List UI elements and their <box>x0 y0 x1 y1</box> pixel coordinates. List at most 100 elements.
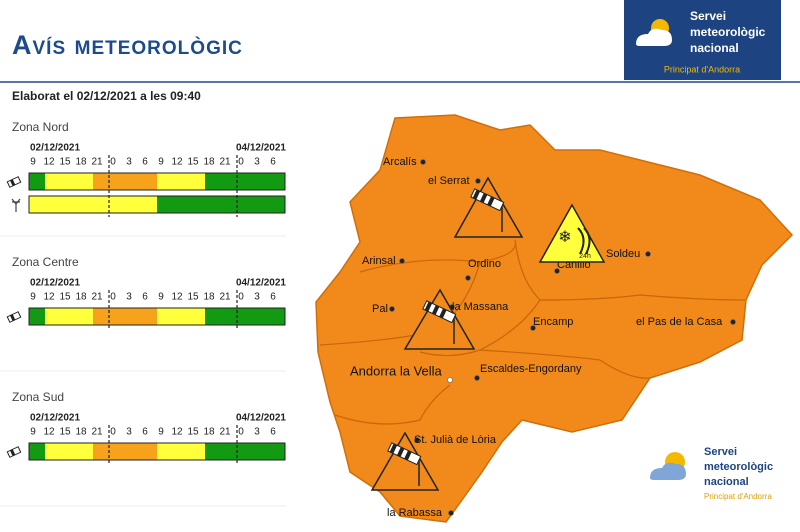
zone-name: Zona Sud <box>12 390 64 404</box>
warning-segment <box>45 173 93 190</box>
warning-icons: ❄ 24h <box>370 176 606 491</box>
warning-segment <box>157 196 285 213</box>
place-dot <box>475 178 481 184</box>
windsock-stripe <box>396 447 405 457</box>
zone-date: 04/12/2021 <box>236 413 286 424</box>
hour-label: 6 <box>270 427 276 438</box>
windsock-stripe <box>424 301 433 312</box>
hour-label: 15 <box>59 292 71 303</box>
logo-text: Servei <box>704 446 737 458</box>
hour-label: 0 <box>110 157 116 168</box>
warning-segment <box>157 443 205 460</box>
hour-label: 12 <box>171 157 183 168</box>
place-dot <box>389 306 395 312</box>
windsock-stripe <box>431 305 440 315</box>
hour-label: 15 <box>59 427 71 438</box>
zone-name: Zona Centre <box>12 255 79 269</box>
logo-region: Principat d'Andorra <box>664 64 740 74</box>
warning-segment <box>157 173 205 190</box>
place-name: el Serrat <box>428 175 470 187</box>
warning-segment <box>93 443 157 460</box>
place-dot <box>730 319 736 325</box>
warning-segment <box>205 173 285 190</box>
place-dot <box>465 275 471 281</box>
windsock-body <box>387 442 422 466</box>
hour-label: 21 <box>91 292 103 303</box>
zone-date: 02/12/2021 <box>30 413 80 424</box>
timeline-bar <box>28 195 286 214</box>
windsock-stripe <box>10 179 16 186</box>
zone-name: Zona Nord <box>12 120 69 134</box>
hour-label: 9 <box>30 157 36 168</box>
hour-label: 15 <box>187 427 199 438</box>
warning-segment <box>93 308 157 325</box>
zone-date: 02/12/2021 <box>30 143 80 154</box>
hour-label: 6 <box>270 157 276 168</box>
hour-label: 15 <box>187 292 199 303</box>
place-dot <box>447 377 453 383</box>
warning-segment <box>29 173 45 190</box>
windsock-body <box>470 188 505 212</box>
windsock-icon <box>422 300 457 344</box>
warning-segment <box>29 308 45 325</box>
windsock-stripe <box>472 189 481 200</box>
issued: Elaborat el 02/12/2021 a les 09:40 <box>12 89 201 103</box>
windsock-icon <box>6 311 22 323</box>
hour-label: 9 <box>158 427 164 438</box>
hour-label: 12 <box>171 292 183 303</box>
hour-label: 6 <box>142 157 148 168</box>
place-name: la Rabassa <box>387 507 443 519</box>
hour-label: 15 <box>59 157 71 168</box>
timeline-bar <box>28 307 286 326</box>
logo-region: Principat d'Andorra <box>704 492 772 501</box>
hour-label: 18 <box>203 157 215 168</box>
windsock-body <box>422 300 457 324</box>
zone-date: 04/12/2021 <box>236 143 286 154</box>
windsock <box>422 300 457 324</box>
hour-label: 21 <box>219 427 231 438</box>
hour-label: 3 <box>126 157 132 168</box>
hour-label: 18 <box>203 427 215 438</box>
hour-label: 0 <box>110 427 116 438</box>
warning-segment <box>45 308 93 325</box>
hour-label: 21 <box>91 157 103 168</box>
hour-label: 6 <box>142 427 148 438</box>
hour-label: 6 <box>270 292 276 303</box>
place-name: la Massana <box>452 301 509 313</box>
place-name: el Pas de la Casa <box>636 316 723 328</box>
warning-icon <box>370 431 440 491</box>
windsock-stripe <box>439 308 447 319</box>
logo-text: meteorològic <box>704 461 773 473</box>
snow-icon-label: 24h <box>579 253 591 260</box>
place-dot <box>399 258 405 264</box>
logo-sun <box>636 19 672 46</box>
hour-label: 9 <box>158 157 164 168</box>
place-dot <box>554 268 560 274</box>
hour-label: 0 <box>110 292 116 303</box>
hour-label: 0 <box>238 427 244 438</box>
country-shape <box>315 114 794 523</box>
windsock-stripe <box>10 449 16 456</box>
windsock-icon <box>470 188 505 232</box>
warning-segment <box>157 308 205 325</box>
hour-label: 12 <box>43 427 55 438</box>
place-name: Arcalís <box>383 156 417 168</box>
zone-date: 02/12/2021 <box>30 278 80 289</box>
hour-label: 6 <box>142 292 148 303</box>
hour-label: 9 <box>158 292 164 303</box>
hour-label: 21 <box>219 292 231 303</box>
windsock-stripe <box>404 450 412 461</box>
windsock-icon <box>387 442 422 486</box>
zone-date: 04/12/2021 <box>236 278 286 289</box>
hour-label: 9 <box>30 292 36 303</box>
warning-segment <box>205 443 285 460</box>
logo-text: nacional <box>704 476 749 488</box>
timeline-bar <box>28 442 286 461</box>
page-title: Avís meteorològic <box>12 30 243 60</box>
warning-segment <box>29 443 45 460</box>
place-name: Arinsal <box>362 255 396 267</box>
windsock <box>470 188 505 212</box>
